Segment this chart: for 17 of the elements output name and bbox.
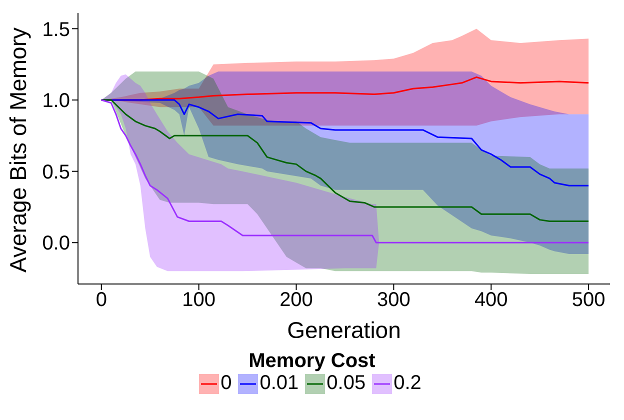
y-tick-label: 1.0 bbox=[42, 90, 70, 112]
y-tick-label: 0.0 bbox=[42, 232, 70, 255]
legend-label: 0.05 bbox=[326, 372, 366, 395]
x-tick-label: 0 bbox=[96, 289, 107, 312]
x-tick-label: 400 bbox=[474, 289, 508, 312]
y-tick-label: 1.5 bbox=[42, 18, 70, 41]
x-axis-title: Generation bbox=[287, 317, 401, 343]
legend-label: 0 bbox=[220, 372, 232, 395]
x-tick-label: 100 bbox=[182, 289, 216, 312]
y-axis-title: Average Bits of Memory bbox=[5, 26, 32, 272]
legend-title: Memory Cost bbox=[248, 350, 376, 372]
y-tick-label: 0.5 bbox=[42, 161, 70, 184]
x-tick-label: 200 bbox=[280, 289, 313, 312]
x-tick-label: 300 bbox=[377, 289, 410, 312]
legend-label: 0.01 bbox=[260, 372, 299, 395]
legend-label: 0.2 bbox=[394, 372, 422, 395]
x-tick-label: 500 bbox=[572, 289, 606, 312]
